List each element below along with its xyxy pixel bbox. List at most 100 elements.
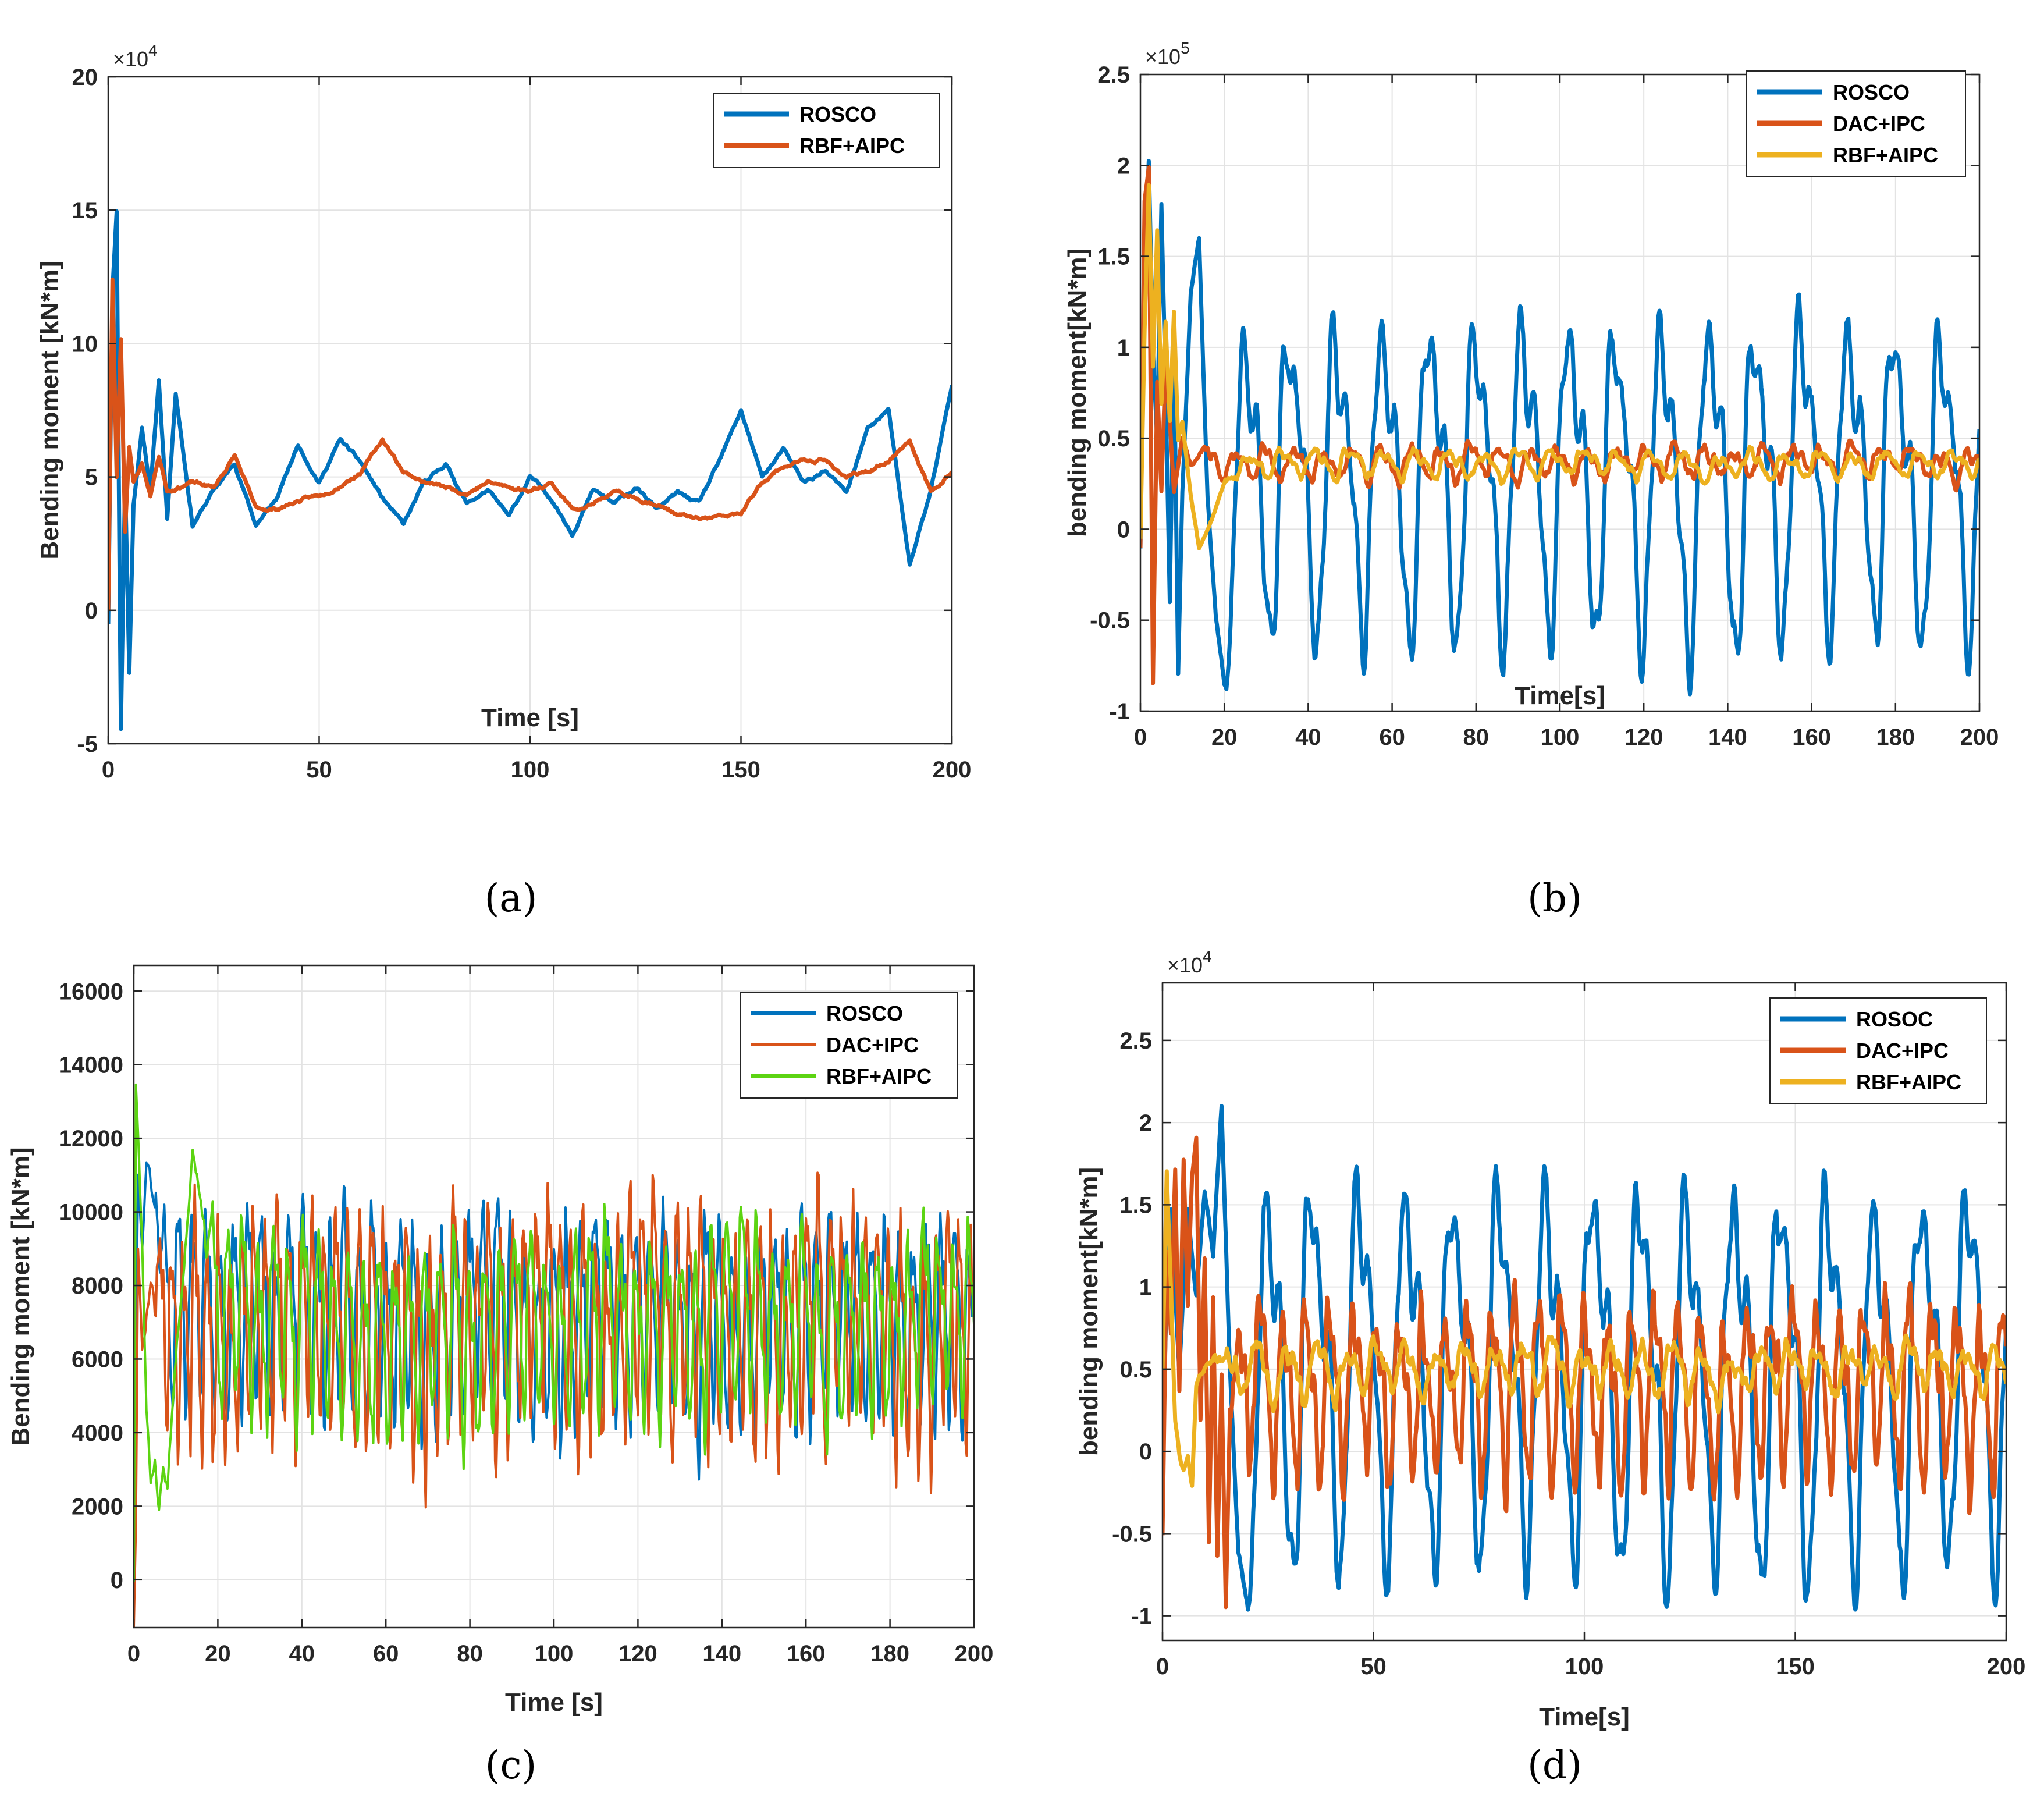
series-lines [134,1083,974,1627]
y-tick-label: 2.5 [1119,1028,1152,1054]
y-tick-label: 0.5 [1119,1357,1152,1383]
y-axis-label: Bending moment [kN*m] [35,261,64,559]
y-tick-label: 16000 [59,979,123,1004]
y-tick-label: 10 [72,331,98,357]
y-tick-label: 1 [1117,335,1130,361]
series-line-rbf-aipc [108,277,952,611]
x-tick-label: 160 [1792,724,1831,750]
chart-panel-d: 0 50 100 150 200 -1 -0.5 0 0.5 1 1.5 2 2.5 ×104 Time[s… [1075,947,2026,1731]
series-line-rosco [108,209,952,731]
x-tick-label: 60 [373,1641,399,1667]
legend-label: RBF+AIPC [826,1064,932,1088]
y-tick-label: 4000 [72,1420,123,1446]
x-axis-label: Time [s] [481,704,579,732]
x-tick-label: 200 [955,1641,994,1667]
x-tick-label: 20 [1211,724,1238,750]
legend-label: RBF+AIPC [799,134,905,158]
x-tick-label: 60 [1379,724,1405,750]
x-tick-label: 0 [127,1641,140,1667]
series-line-rbf-aipc [134,1083,974,1582]
x-tick-label: 40 [1295,724,1321,750]
x-tick-label: 160 [787,1641,826,1667]
x-tick-label: 100 [1565,1654,1604,1679]
legend: ROSCO DAC+IPC RBF+AIPC [1746,70,1966,177]
y-tick-label: 2.5 [1097,62,1130,88]
y-tick-label: 1.5 [1119,1192,1152,1218]
y-tick-label: 6000 [72,1347,123,1372]
caption-a: (a) [484,876,538,921]
x-tick-label: 100 [511,757,550,783]
x-tick-label: 40 [289,1641,315,1667]
x-tick-label: 100 [1541,724,1580,750]
y-tick-label: -0.5 [1090,608,1130,634]
x-tick-label: 50 [1360,1654,1387,1679]
legend: ROSOC DAC+IPC RBF+AIPC [1769,997,1987,1104]
x-tick-label: 120 [618,1641,657,1667]
legend: ROSCO RBF+AIPC [713,93,940,168]
x-axis-label: Time[s] [1515,681,1605,710]
x-tick-label: 20 [205,1641,231,1667]
y-tick-label: 0 [85,598,98,624]
series-lines [1163,1104,2006,1612]
chart-panel-c: 0 20 40 60 80 100 120 140 160 180 2000200040006000… [6,964,994,1717]
series-lines [1140,158,1979,697]
axis-exponent-power: 5 [1181,39,1190,57]
legend-label: ROSOC [1856,1007,1933,1031]
series-line-dac-ipc [1163,1135,2006,1610]
series-line-rbf-aipc [1140,183,1979,550]
legend-label: DAC+IPC [826,1033,919,1057]
x-tick-label: 180 [1876,724,1915,750]
x-tick-label: 200 [933,757,972,783]
y-axis-label: bending moment[kN*m] [1063,248,1092,537]
y-tick-label: 15 [72,198,98,223]
x-tick-label: 200 [1960,724,1999,750]
caption-c: (c) [485,1743,537,1788]
caption-b: (b) [1527,876,1582,921]
y-tick-label: 8000 [72,1273,123,1299]
y-tick-label: 14000 [59,1053,123,1078]
legend: ROSCO DAC+IPC RBF+AIPC [740,992,958,1099]
y-tick-label: -5 [77,731,98,757]
y-tick-label: 2 [1139,1110,1152,1136]
legend-label: ROSCO [1833,80,1910,104]
y-tick-label: 1.5 [1097,244,1130,270]
x-tick-label: 50 [306,757,332,783]
x-tick-label: 150 [1776,1654,1815,1679]
y-tick-label: 0 [111,1568,123,1593]
y-axis-label: Bending moment [kN*m] [6,1147,35,1445]
legend-label: ROSCO [826,1001,903,1025]
legend-label: DAC+IPC [1856,1039,1949,1063]
x-tick-label: 0 [102,757,115,783]
axis-exponent: ×104 [1167,947,1212,977]
y-tick-label: 2 [1117,153,1130,179]
y-tick-label: -1 [1131,1604,1152,1629]
x-tick-label: 100 [535,1641,574,1667]
x-tick-label: 180 [870,1641,909,1667]
y-tick-label: 2000 [72,1494,123,1519]
axis-exponent: ×104 [113,41,158,71]
y-tick-label: -0.5 [1112,1521,1152,1547]
legend-label: RBF+AIPC [1833,143,1938,167]
x-tick-label: 120 [1624,724,1663,750]
series-line-rbf-aipc [1163,1169,2006,1488]
y-tick-label: 0 [1139,1439,1152,1465]
x-tick-label: 140 [1708,724,1747,750]
x-tick-label: 0 [1156,1654,1169,1679]
y-tick-label: 5 [85,465,98,491]
legend-box [1769,997,1987,1104]
axis-exponent-power: 4 [148,41,158,59]
x-tick-label: 200 [1987,1654,2026,1679]
caption-d: (d) [1527,1743,1582,1788]
series-lines [108,209,952,731]
chart-panel-b: 0 20 40 60 80 100 120 140 160 180 200 -1 -0.5 0 0.5 1 1.… [1063,39,1999,750]
x-tick-label: 140 [702,1641,741,1667]
y-tick-label: 0 [1117,517,1130,542]
legend-label: RBF+AIPC [1856,1070,1961,1094]
x-axis-label: Time[s] [1539,1703,1630,1731]
legend-label: DAC+IPC [1833,112,1925,136]
x-tick-label: 0 [1134,724,1147,750]
axis-exponent: ×105 [1145,39,1190,69]
y-tick-label: -1 [1109,699,1130,724]
axis-exponent-power: 4 [1203,947,1212,965]
